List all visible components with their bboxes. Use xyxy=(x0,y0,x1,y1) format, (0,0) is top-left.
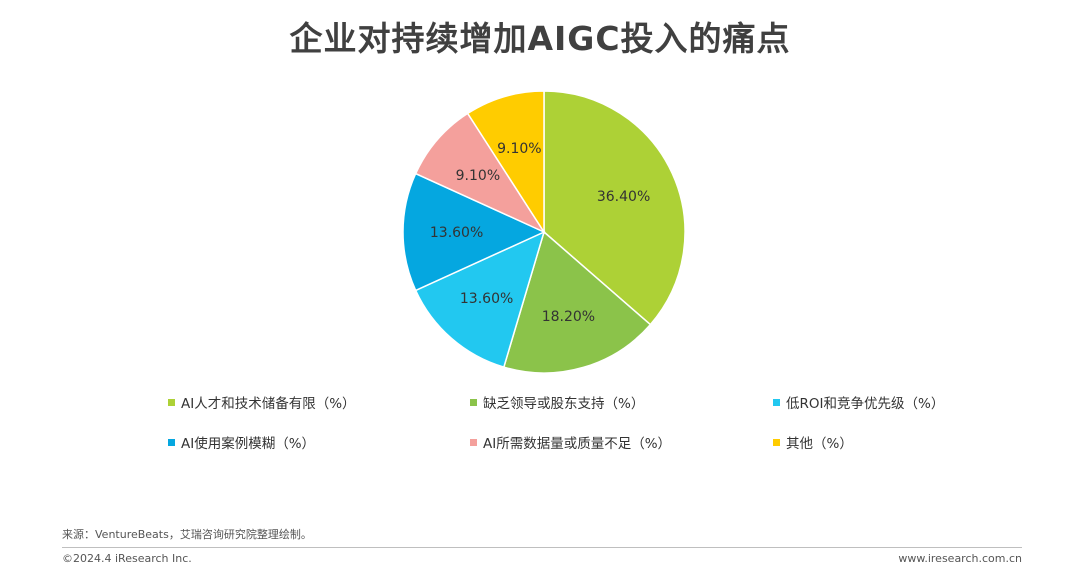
copyright: ©2024.4 iResearch Inc. xyxy=(62,552,192,565)
slice-label-talent: 36.40% xyxy=(597,189,650,205)
legend-item-leadership: 缺乏领导或股东支持（%） xyxy=(470,392,644,412)
chart-title: 企业对持续增加AIGC投入的痛点 xyxy=(289,19,791,58)
pie-slice-talent xyxy=(543,90,686,326)
slice-label-data: 9.10% xyxy=(456,168,500,184)
legend-item-use-case: AI使用案例模糊（%） xyxy=(168,432,315,452)
legend-item-roi: 低ROI和竞争优先级（%） xyxy=(773,392,944,412)
legend-item-talent: AI人才和技术储备有限（%） xyxy=(168,392,356,412)
slice-label-roi: 13.60% xyxy=(460,291,513,307)
website-link[interactable]: www.iresearch.com.cn xyxy=(898,552,1022,565)
slice-label-use-case: 13.60% xyxy=(430,225,483,241)
pie-slice-leadership xyxy=(502,230,652,374)
legend-item-data: AI所需数据量或质量不足（%） xyxy=(470,432,671,452)
footer-divider xyxy=(62,547,1022,548)
legend-swatch xyxy=(168,398,175,406)
legend-label: AI人才和技术储备有限（%） xyxy=(181,396,356,412)
legend-label: 缺乏领导或股东支持（%） xyxy=(483,396,645,412)
source-note: 来源：VentureBeats，艾瑞咨询研究院整理绘制。 xyxy=(62,528,312,541)
legend-swatch xyxy=(470,398,477,406)
pie-slice-data xyxy=(414,112,547,234)
pie-slice-use-case xyxy=(402,172,546,292)
legend-swatch xyxy=(470,438,477,446)
legend-label: 低ROI和竞争优先级（%） xyxy=(786,396,945,412)
legend-label: AI所需数据量或质量不足（%） xyxy=(483,436,672,452)
pie-slice-roi xyxy=(414,230,546,369)
legend-swatch xyxy=(773,438,780,446)
legend-label: AI使用案例模糊（%） xyxy=(181,436,316,452)
pie-slice-other xyxy=(466,90,545,235)
legend-swatch xyxy=(168,438,175,446)
slice-label-other: 9.10% xyxy=(497,141,541,157)
legend-swatch xyxy=(773,398,780,406)
slice-label-leadership: 18.20% xyxy=(542,309,595,325)
legend-item-other: 其他（%） xyxy=(773,432,853,452)
legend-label: 其他（%） xyxy=(786,436,853,452)
